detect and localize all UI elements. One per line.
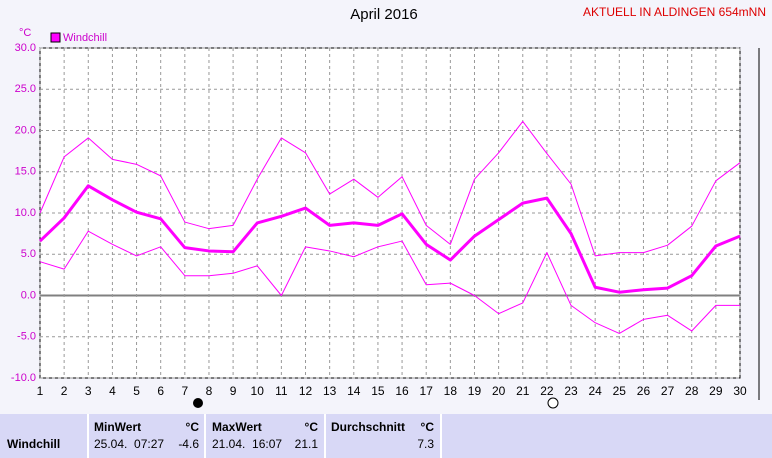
y-tick-label: 20.0 bbox=[15, 124, 36, 136]
table-cell: 21.04. 16:07 bbox=[212, 437, 282, 451]
x-tick-label: 28 bbox=[685, 384, 699, 398]
y-tick-label: -5.0 bbox=[17, 331, 36, 343]
x-tick-label: 6 bbox=[157, 384, 164, 398]
x-tick-label: 17 bbox=[420, 384, 434, 398]
header: AKTUELL IN ALDINGEN 654mNN bbox=[583, 5, 766, 19]
x-tick-label: 13 bbox=[323, 384, 337, 398]
table-bg bbox=[0, 414, 772, 458]
x-tick-label: 20 bbox=[492, 384, 506, 398]
data-line bbox=[38, 184, 741, 294]
y-tick-label: 25.0 bbox=[15, 83, 36, 95]
x-tick-label: 24 bbox=[588, 384, 602, 398]
table-cell: -4.6 bbox=[178, 437, 199, 451]
x-tick-label: 22 bbox=[540, 384, 554, 398]
moon-icon bbox=[193, 398, 203, 408]
table-cell: 25.04. 07:27 bbox=[94, 437, 164, 451]
table-cell: 21.1 bbox=[295, 437, 319, 451]
x-tick-label: 16 bbox=[395, 384, 409, 398]
x-tick-label: 30 bbox=[733, 384, 747, 398]
x-tick-label: 19 bbox=[468, 384, 482, 398]
x-tick-label: 27 bbox=[661, 384, 675, 398]
y-tick-label: 30.0 bbox=[15, 42, 36, 54]
table-header: °C bbox=[186, 420, 200, 434]
x-tick-label: 26 bbox=[637, 384, 651, 398]
x-tick-label: 3 bbox=[85, 384, 92, 398]
y-unit: °C bbox=[19, 27, 31, 39]
chart-title: April 2016 bbox=[350, 6, 418, 23]
legend-swatch bbox=[50, 32, 61, 43]
x-tick-label: 7 bbox=[181, 384, 188, 398]
table-cell: 7.3 bbox=[417, 437, 434, 451]
x-tick-label: 10 bbox=[251, 384, 265, 398]
x-tick-label: 8 bbox=[206, 384, 213, 398]
table-header: °C bbox=[421, 420, 435, 434]
y-tick-label: -10.0 bbox=[11, 372, 36, 384]
y-tick-label: 0.0 bbox=[21, 289, 36, 301]
x-tick-label: 29 bbox=[709, 384, 723, 398]
x-tick-label: 11 bbox=[275, 384, 288, 398]
x-tick-label: 5 bbox=[133, 384, 140, 398]
table-header: °C bbox=[305, 420, 319, 434]
x-tick-label: 9 bbox=[230, 384, 237, 398]
x-tick-label: 4 bbox=[109, 384, 116, 398]
y-tick-label: 15.0 bbox=[15, 166, 36, 178]
data-line bbox=[39, 120, 741, 257]
x-tick-label: 14 bbox=[347, 384, 361, 398]
y-tick-label: 5.0 bbox=[21, 248, 36, 260]
y-tick-label: 10.0 bbox=[15, 207, 36, 219]
x-tick-label: 25 bbox=[613, 384, 627, 398]
table-header: MinWert bbox=[94, 420, 141, 434]
x-tick-label: 15 bbox=[371, 384, 385, 398]
x-tick-label: 12 bbox=[299, 384, 313, 398]
table-header: Durchschnitt bbox=[331, 420, 405, 434]
moon-icon bbox=[547, 397, 559, 409]
x-tick-label: 23 bbox=[564, 384, 578, 398]
row-label: Windchill bbox=[7, 437, 60, 451]
data-line bbox=[39, 230, 740, 334]
x-tick-label: 2 bbox=[61, 384, 68, 398]
table-header: MaxWert bbox=[212, 420, 262, 434]
x-tick-label: 18 bbox=[444, 384, 458, 398]
x-tick-label: 1 bbox=[37, 384, 44, 398]
x-tick-label: 21 bbox=[516, 384, 530, 398]
legend-label: Windchill bbox=[63, 32, 107, 44]
